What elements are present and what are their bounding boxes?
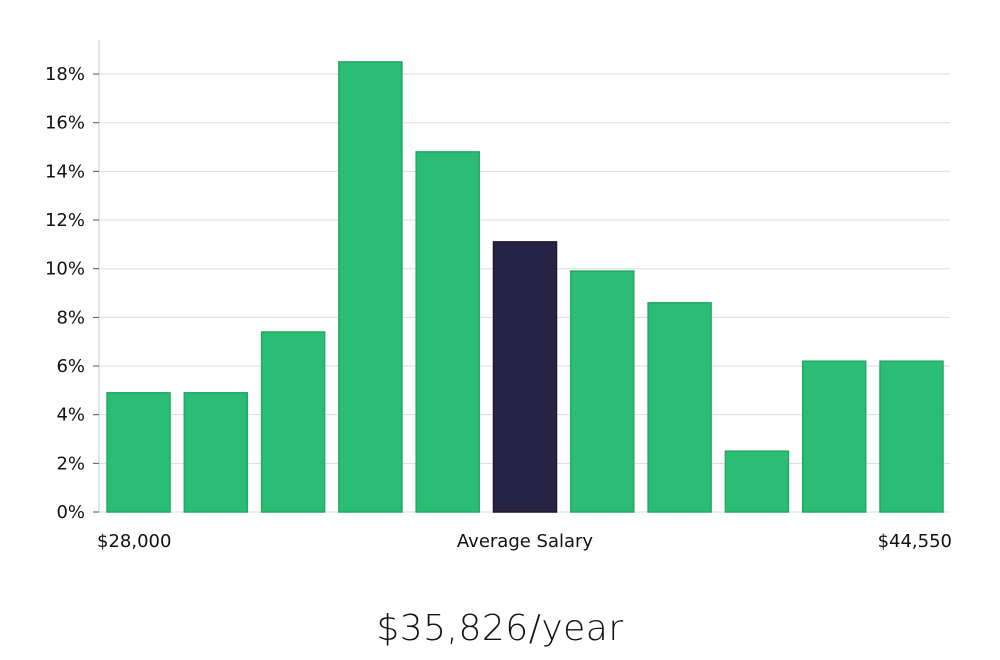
bars [106,61,944,513]
x-label-min: $28,000 [97,531,171,552]
y-tick-label: 4% [56,405,85,426]
x-label-max: $44,550 [878,531,952,552]
histogram-bar [260,331,326,513]
y-tick-label: 2% [56,453,85,474]
histogram-bar [106,392,171,513]
y-tick-label: 16% [45,113,85,134]
histogram-bar [570,270,635,513]
histogram-bar [801,360,867,513]
y-tick-label: 6% [56,356,85,377]
y-tick-label: 0% [56,502,85,523]
histogram-bar [724,450,790,513]
histogram-bar [338,61,403,513]
salary-histogram: 0% 2% 4% 6% 8% 10% 12% 14% 16% 18% $28,000 Averag… [45,40,952,552]
y-tick-label: 8% [56,307,85,328]
x-label-average-salary: Average Salary [457,531,594,552]
histogram-bar [183,392,249,513]
histogram-bar [879,360,944,513]
average-salary-headline: $35,826/year [376,608,624,649]
histogram-bar [647,302,712,513]
y-axis-ticks: 0% 2% 4% 6% 8% 10% 12% 14% 16% 18% [45,64,99,523]
histogram-bar-average [492,241,558,513]
y-tick-label: 12% [45,210,85,231]
y-tick-label: 14% [45,161,85,182]
y-tick-label: 10% [45,259,85,280]
histogram-bar [415,151,480,513]
y-tick-label: 18% [45,64,85,85]
